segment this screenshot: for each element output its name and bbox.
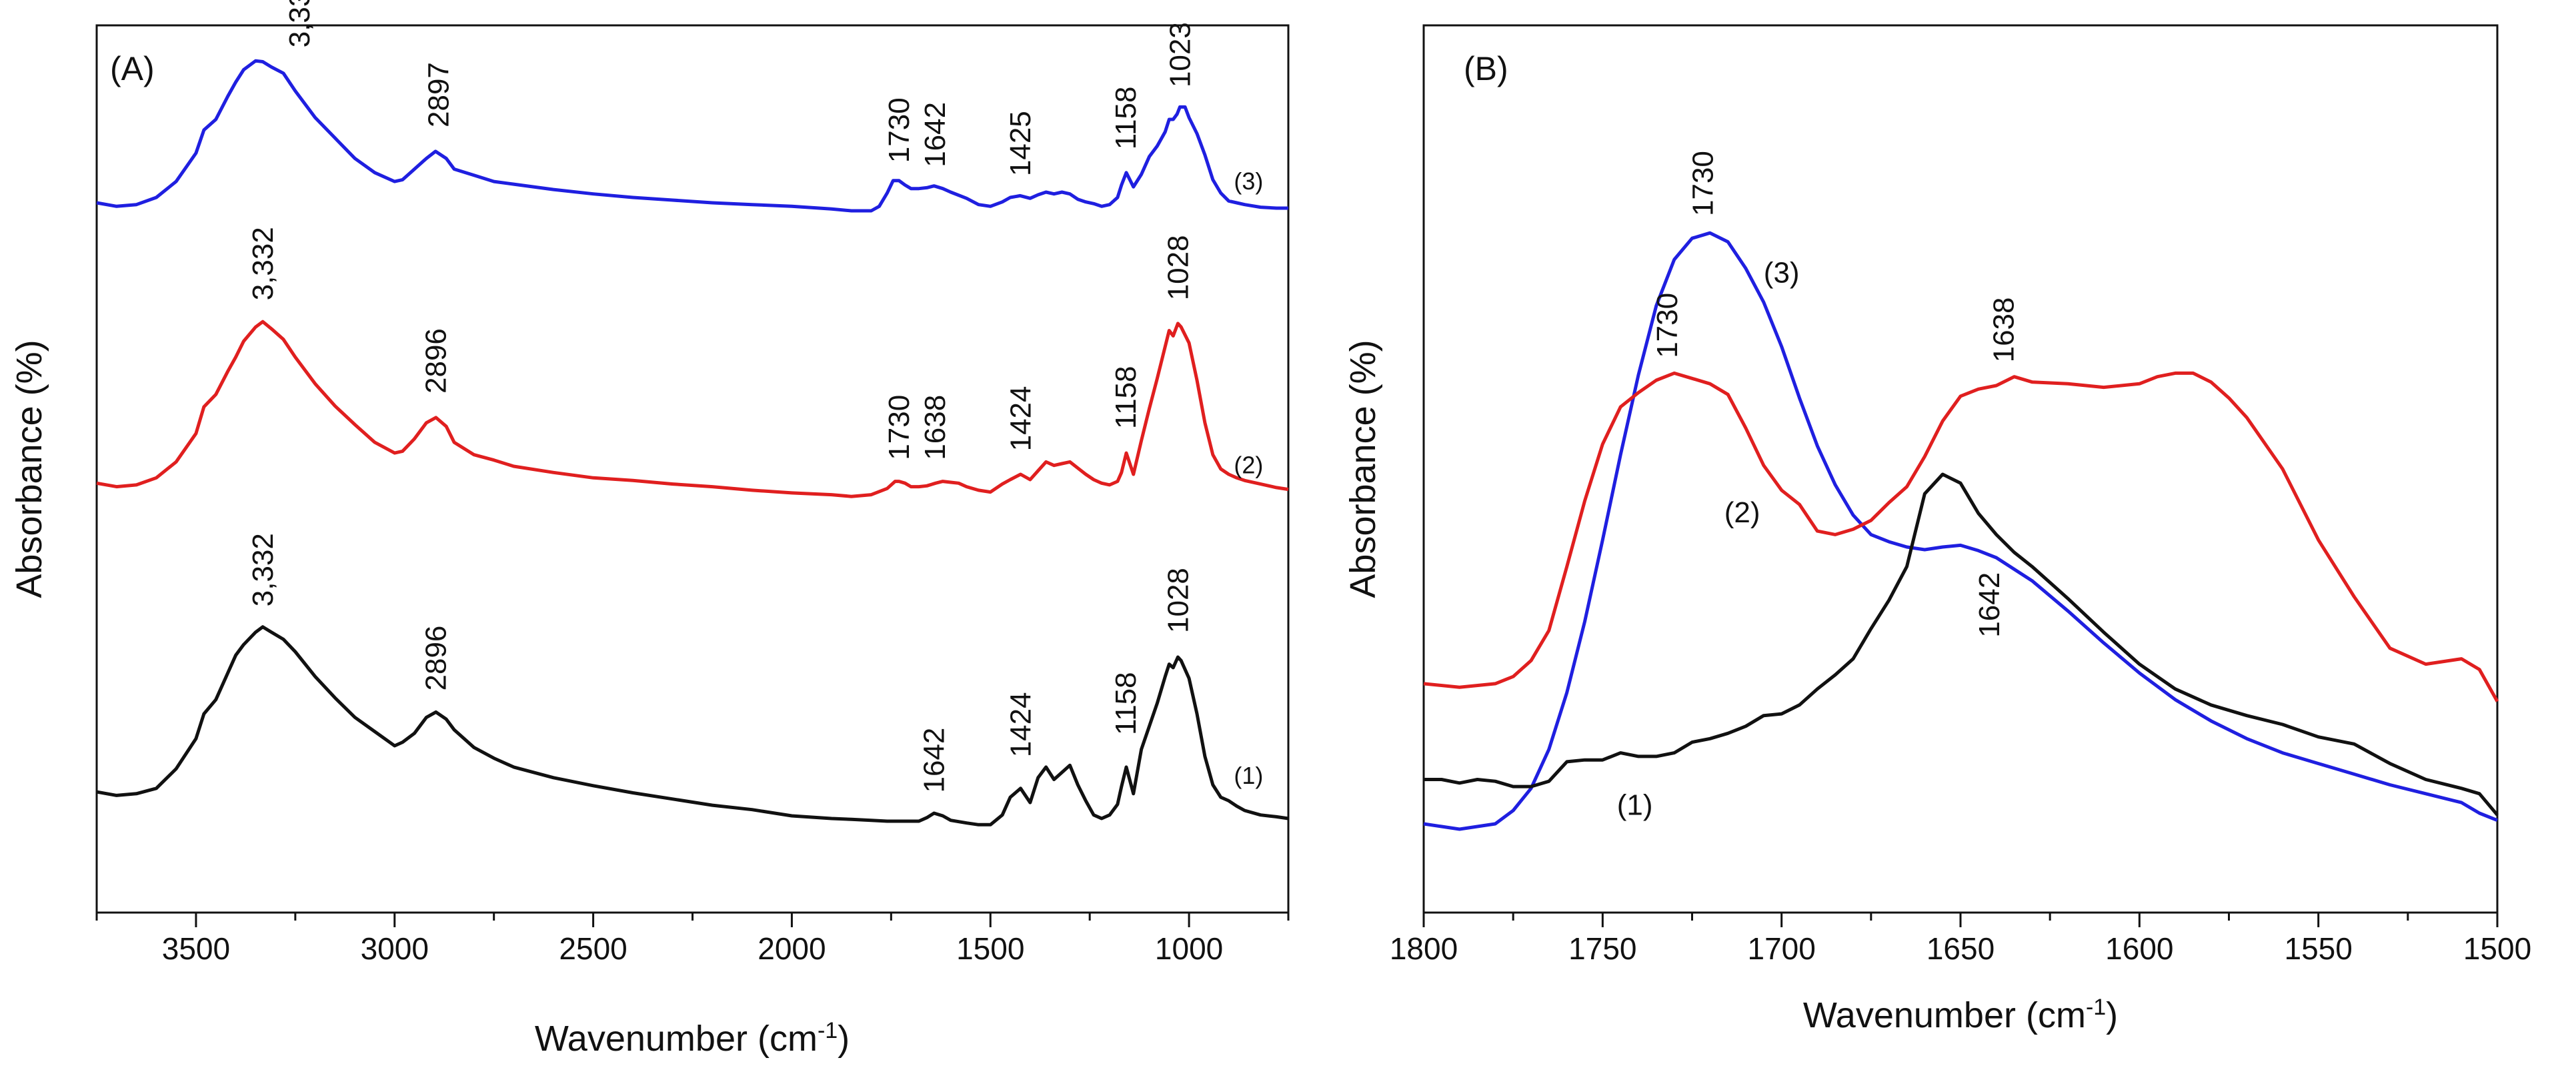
panel-label: (A) bbox=[110, 50, 155, 87]
peak-annotation: 1730 bbox=[883, 395, 916, 460]
peak-annotation: (1) bbox=[1617, 789, 1653, 822]
peak-annotation: 1638 bbox=[919, 395, 952, 460]
peak-annotation: (2) bbox=[1234, 452, 1263, 479]
panel-a: Absorbance (%) Wavenumber (cm-1) 3500 300… bbox=[9, 0, 1290, 1059]
panel-b: Absorbance (%) Wavenumber (cm-1) 1800 175… bbox=[1343, 24, 2531, 1035]
x-tick-label: 1500 bbox=[956, 931, 1024, 966]
peak-annotation: 1424 bbox=[1005, 692, 1038, 757]
peak-annotation: (3) bbox=[1234, 167, 1263, 195]
peak-annotation: 1425 bbox=[1004, 111, 1037, 176]
peak-annotation: (3) bbox=[1764, 257, 1800, 290]
peak-annotation: (1) bbox=[1234, 762, 1263, 789]
x-tick-label: 1500 bbox=[2463, 931, 2531, 966]
peak-annotation: 1730 bbox=[883, 97, 916, 163]
panel-label: (B) bbox=[1464, 50, 1508, 87]
series-line-2 bbox=[96, 320, 1289, 498]
peak-annotation: 2896 bbox=[420, 328, 453, 394]
x-tick-label: 3000 bbox=[361, 931, 429, 966]
peak-annotation: 1424 bbox=[1005, 386, 1038, 452]
peak-annotation: 1028 bbox=[1162, 568, 1194, 633]
peak-annotation: 2897 bbox=[422, 62, 455, 127]
peak-annotation: 3,332 bbox=[247, 533, 279, 606]
panel-a-series bbox=[96, 59, 1289, 827]
panel-a-x-axis: 3500 3000 2500 2000 1500 1000 bbox=[95, 913, 1290, 966]
x-tick-label: 1750 bbox=[1568, 931, 1636, 966]
panel-a-frame bbox=[95, 24, 1290, 914]
x-tick-label: 2000 bbox=[758, 931, 826, 966]
series-line-1 bbox=[96, 625, 1289, 827]
peak-annotation: 1158 bbox=[1110, 366, 1142, 429]
peak-annotation: 1642 bbox=[919, 102, 952, 167]
x-tick-label: 2500 bbox=[559, 931, 627, 966]
panel-a-x-axis-title: Wavenumber (cm-1) bbox=[535, 1018, 850, 1059]
peak-annotation: 1642 bbox=[918, 728, 951, 793]
x-tick-label: 1700 bbox=[1747, 931, 1815, 966]
panel-b-frame bbox=[1422, 24, 2499, 914]
series-line-2 bbox=[1423, 371, 2499, 702]
panel-b-annotations: (B) 1730 (3) 1730 1638 (2) 1642 (1) bbox=[1464, 50, 2020, 822]
peak-annotation: 1730 bbox=[1651, 293, 1684, 358]
x-tick-label: 1550 bbox=[2284, 931, 2352, 966]
panel-b-x-axis-title: Wavenumber (cm-1) bbox=[1803, 995, 2118, 1035]
peak-annotation: 1158 bbox=[1110, 87, 1142, 150]
peak-annotation: 3,331 bbox=[283, 0, 316, 47]
peak-annotation: 1642 bbox=[1973, 572, 2006, 638]
peak-annotation: 1158 bbox=[1110, 672, 1142, 735]
peak-annotation: 1730 bbox=[1687, 151, 1720, 216]
x-tick-label: 1600 bbox=[2105, 931, 2173, 966]
panel-b-y-axis-title: Absorbance (%) bbox=[1343, 340, 1383, 598]
x-tick-label: 1000 bbox=[1155, 931, 1223, 966]
panel-b-series bbox=[1423, 231, 2499, 831]
panel-b-x-axis: 1800 1750 1700 1650 1600 1550 1500 bbox=[1390, 913, 2531, 966]
x-tick-label: 1800 bbox=[1390, 931, 1458, 966]
peak-annotation: 1023 bbox=[1164, 22, 1196, 87]
series-line-1 bbox=[1424, 472, 2499, 817]
peak-annotation: 3,332 bbox=[247, 227, 279, 300]
peak-annotation: 1028 bbox=[1162, 235, 1194, 300]
peak-annotation: 1638 bbox=[1987, 298, 2020, 363]
x-tick-label: 1650 bbox=[1926, 931, 1995, 966]
series-line-3 bbox=[96, 59, 1288, 213]
panel-a-y-axis-title: Absorbance (%) bbox=[9, 340, 49, 598]
peak-annotation: 2896 bbox=[420, 626, 453, 691]
peak-annotation: (2) bbox=[1724, 496, 1760, 529]
x-tick-label: 3500 bbox=[162, 931, 230, 966]
